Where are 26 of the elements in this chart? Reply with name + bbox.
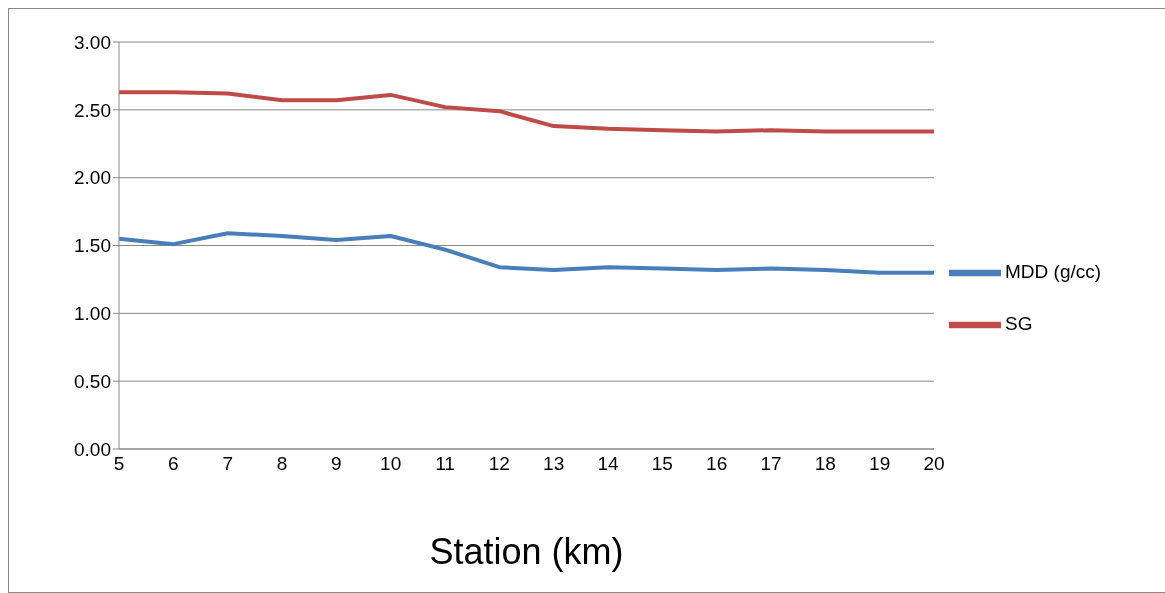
x-tick-label: 12 xyxy=(488,453,510,475)
x-tick-label: 9 xyxy=(331,453,342,475)
y-tick-label: 0.00 xyxy=(74,438,111,460)
x-tick-label: 20 xyxy=(923,453,945,475)
y-tick-label: 3.00 xyxy=(74,31,111,53)
x-tick-label: 18 xyxy=(814,453,836,475)
legend-label: MDD (g/cc) xyxy=(1005,261,1102,283)
x-tick-label: 16 xyxy=(706,453,728,475)
x-tick-label: 11 xyxy=(435,453,455,475)
x-tick-label: 10 xyxy=(380,453,402,475)
x-tick-label: 19 xyxy=(869,453,891,475)
x-tick-label: 13 xyxy=(543,453,565,475)
y-tick-label: 2.50 xyxy=(74,99,111,121)
x-tick-label: 17 xyxy=(760,453,782,475)
y-tick-label: 1.50 xyxy=(74,235,111,257)
legend-label: SG xyxy=(1005,313,1033,335)
x-tick-label: 8 xyxy=(276,453,288,475)
y-tick-label: 2.00 xyxy=(74,167,111,189)
x-tick-label: 15 xyxy=(651,453,673,475)
y-tick-label: 0.50 xyxy=(74,370,111,392)
x-tick-label: 5 xyxy=(113,453,125,475)
y-tick-label: 1.00 xyxy=(74,303,111,325)
x-tick-label: 7 xyxy=(222,453,233,475)
x-tick-label: 6 xyxy=(168,453,179,475)
x-tick-label: 14 xyxy=(597,453,619,475)
x-axis-title: Station (km) xyxy=(429,531,624,572)
